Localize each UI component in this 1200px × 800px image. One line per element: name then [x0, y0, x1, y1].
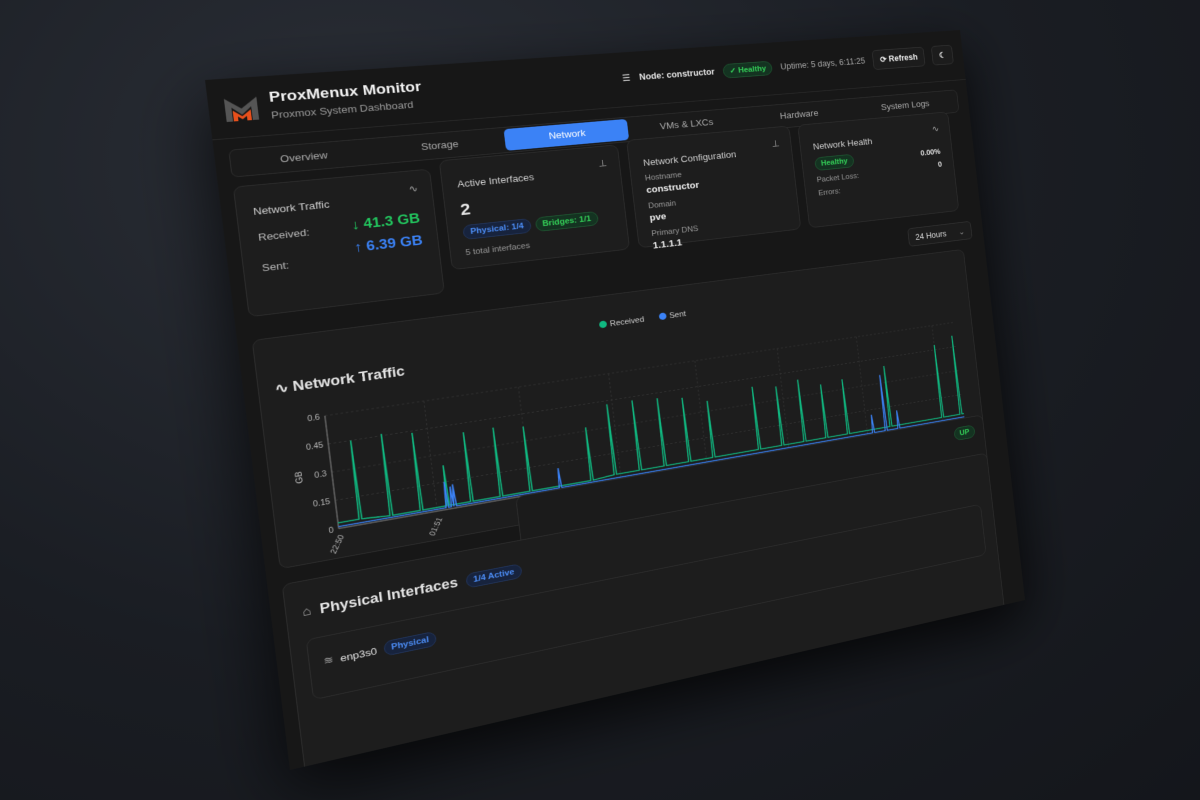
grid-line [695, 361, 707, 464]
router-icon: ⌂ [301, 604, 312, 619]
x-tick-label: 22:50 [328, 534, 346, 555]
packet-loss-label: Packet Loss: [816, 171, 860, 185]
y-tick-label: 0.6 [307, 413, 320, 423]
node-name: Node: constructor [638, 66, 716, 83]
time-range-value: 24 Hours [914, 229, 947, 242]
server-icon: ☰ [621, 72, 631, 84]
interface-name: enp3s0 [339, 644, 378, 664]
sent-label: Sent: [261, 259, 290, 274]
active-interfaces-card: Active Interfaces ⊥ 2 Physical: 1/4 Bridge… [438, 144, 630, 271]
y-tick-label: 0 [328, 526, 334, 535]
card-title: Network Traffic [252, 198, 331, 218]
x-tick-label: 01:51 [427, 516, 444, 537]
card-title: Active Interfaces [456, 171, 535, 190]
health-badge: ✓ Healthy [722, 60, 774, 79]
network-health-card: Network Health ∿ Healthy 0.00% Packet Los… [797, 111, 960, 229]
total-interfaces: 5 total interfaces [465, 241, 531, 258]
proxmenux-logo [223, 96, 260, 123]
errors-label: Errors: [817, 187, 841, 198]
network-icon: ⊥ [597, 157, 608, 169]
grid-line [424, 401, 437, 511]
legend-marker [598, 320, 608, 329]
theme-toggle-button[interactable]: ☾ [931, 44, 954, 66]
network-traffic-card: Network Traffic ∿ Received: ↓ 41.3 GB Sen… [232, 168, 445, 318]
refresh-label: Refresh [888, 52, 919, 64]
network-icon: ⊥ [771, 138, 781, 149]
header: ProxMenux Monitor Proxmox System Dashboa… [205, 30, 966, 141]
legend-label: Received [609, 315, 644, 328]
y-tick-label: 0.3 [314, 469, 327, 480]
legend-marker [658, 312, 667, 321]
tab-overview[interactable]: Overview [279, 149, 329, 165]
interface-count: 2 [459, 199, 472, 219]
grid-line [328, 346, 956, 444]
physical-badge: Physical: 1/4 [462, 218, 532, 240]
received-label: Received: [257, 226, 311, 244]
chevron-down-icon: ⌄ [957, 226, 966, 237]
health-status-badge: Healthy [814, 153, 855, 171]
packet-loss-value: 0.00% [920, 147, 941, 158]
health-status: Healthy [737, 64, 767, 75]
moon-icon: ☾ [938, 50, 947, 60]
time-range-select[interactable]: 24 Hours ⌄ [907, 220, 973, 247]
sent-value: ↑ 6.39 GB [353, 232, 424, 255]
section-title: Physical Interfaces [318, 574, 459, 617]
up-badge: UP [953, 424, 976, 442]
errors-value: 0 [937, 160, 943, 169]
interface-type-badge: Physical [382, 630, 438, 657]
card-title: Network Configuration [642, 148, 737, 169]
card-title: Network Health [812, 136, 873, 152]
grid-line [856, 337, 867, 436]
activity-icon: ∿ [408, 182, 419, 195]
grid-line [777, 349, 789, 450]
legend-label: Sent [669, 310, 687, 321]
bridges-badge: Bridges: 1/1 [534, 211, 599, 232]
uptime: Uptime: 5 days, 6:11:25 [779, 56, 866, 72]
received-value: ↓ 41.3 GB [350, 210, 421, 233]
y-axis-label: GB [293, 470, 306, 484]
grid-line [325, 322, 954, 415]
y-axis [325, 416, 339, 529]
network-configuration-card: Network Configuration ⊥ Hostname construct… [626, 125, 802, 251]
activity-icon: ∿ [931, 123, 940, 134]
refresh-button[interactable]: ⟳ Refresh [871, 46, 926, 70]
y-tick-label: 0.15 [313, 497, 331, 509]
wifi-icon: ≋ [323, 653, 334, 667]
app-window: ProxMenux Monitor Proxmox System Dashboa… [205, 30, 1025, 770]
y-tick-label: 0.45 [306, 441, 324, 452]
active-count-badge: 1/4 Active [465, 562, 523, 589]
